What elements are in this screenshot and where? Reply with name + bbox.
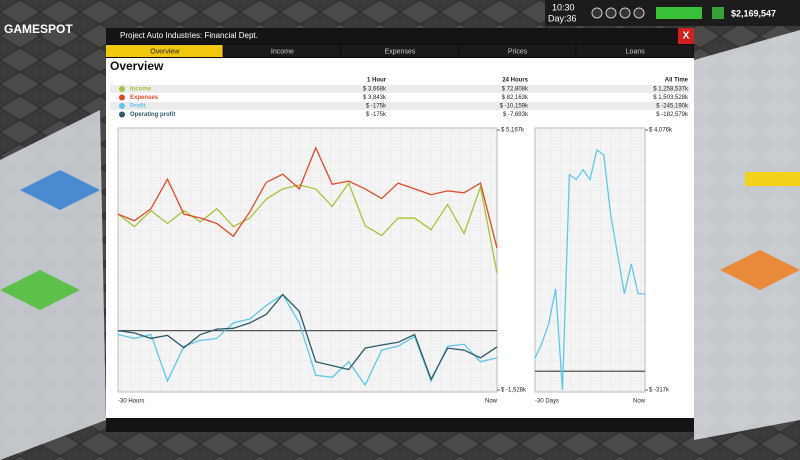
y-tick-label: $ 4,076k [649,128,673,134]
legend-dot [119,111,125,118]
hud-time: 10:30 [552,2,575,12]
row-name: Income [130,87,152,93]
chart-area [534,127,646,393]
tooltip [745,172,800,186]
row-value: $ 82,163k [502,95,529,101]
row-value: $ -175k [366,104,387,110]
money-icon [712,7,724,19]
row-value: $ -7,693k [503,112,529,118]
table-row [110,102,690,110]
row-name: Operating profit [130,112,175,118]
table-row [110,85,690,93]
close-button[interactable] [678,28,694,44]
x-label: -30 Hours [118,399,144,405]
tile [720,250,800,290]
table-row [110,93,690,102]
factory-area [694,30,800,440]
row-name: Expenses [130,95,159,101]
tab-label: Loans [626,48,646,55]
tile [20,170,100,210]
fast-button[interactable] [619,7,631,19]
pause-button[interactable] [591,7,603,19]
watermark: GAMESPOT [4,22,73,36]
close-label: X [683,31,690,42]
x-label: Now [633,399,646,405]
energy-bar [656,7,702,19]
row-value: $ 3,668k [363,87,387,93]
row-name: Profit [130,104,146,110]
fastest-button[interactable] [633,7,645,19]
column-header: 1 Hour [367,78,387,84]
y-tick-label: $ -317k [649,388,670,394]
series-line [534,148,645,391]
y-tick-label: $ -1,528k [501,388,527,394]
x-label: -30 Days [535,399,559,405]
play-button[interactable] [605,7,617,19]
legend-dot [119,94,125,101]
series-line [117,181,498,274]
row-value: $ -175k [366,112,387,118]
legend-dot [119,103,125,109]
tab[interactable] [458,45,576,57]
series-line [117,293,498,381]
row-value: $ -182,579k [656,112,689,118]
row-value: $ 3,843k [363,95,387,101]
y-tick-label: $ 5,167k [501,128,525,134]
row-value: $ -10,159k [500,104,529,110]
tab-label: Overview [150,48,180,55]
finance-window: Project Auto Industries: Financial Dept.… [106,28,694,432]
tab-label: Income [271,48,294,55]
row-value: $ -245,190k [656,104,689,110]
tile [0,270,80,310]
row-value: $ 1,258,537k [653,87,689,93]
row-value: $ 72,808k [502,87,529,93]
tab[interactable] [341,45,458,57]
table-row [110,110,690,119]
x-label: Now [485,399,498,405]
tab[interactable] [576,45,693,57]
hud-money: $2,169,547 [731,8,776,18]
hud-day: Day:36 [548,13,577,23]
column-header: All Time [665,78,689,84]
legend-dot [119,86,125,92]
column-header: 24 Hours [502,78,528,84]
series-line [117,146,498,249]
tab[interactable] [223,45,341,57]
tab-label: Prices [508,48,528,55]
heading: Overview [110,59,164,73]
speed-controls [591,7,645,19]
window-title: Project Auto Industries: Financial Dept. [120,31,258,40]
row-value: $ 1,503,528k [653,95,689,101]
tab[interactable] [106,45,223,57]
tab-label: Expenses [385,48,416,55]
